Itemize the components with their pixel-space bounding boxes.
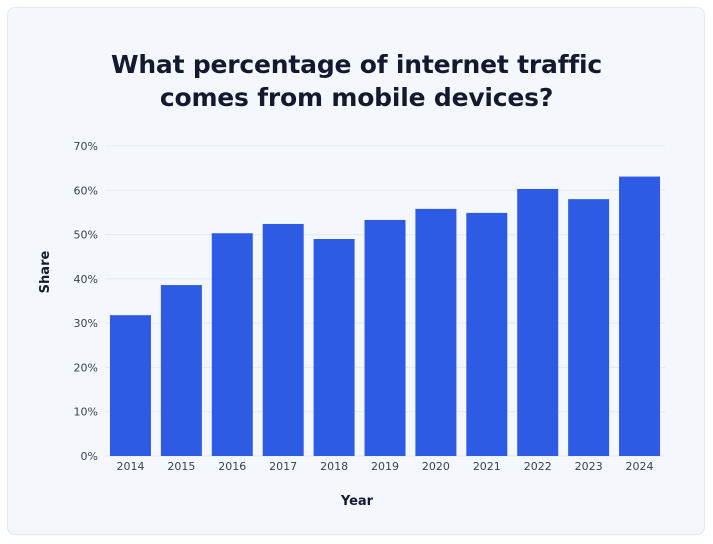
x-tick-label: 2021 [473,460,501,473]
x-tick-label: 2018 [320,460,348,473]
x-tick-label: 2015 [167,460,195,473]
y-axis-label: Share [38,251,53,294]
y-axis-ticks: 0% 10% 20% 30% 40% 50% 60% 70% [74,140,98,463]
bar-2017 [262,223,304,456]
bar-2024 [619,176,661,457]
bar-2023 [568,199,610,456]
bar-2021 [466,212,508,456]
y-tick-label: 60% [74,184,98,197]
x-tick-label: 2022 [524,460,552,473]
bar-2016 [211,233,253,456]
bar-2018 [313,239,355,456]
chart-title-line-2: comes from mobile devices? [159,83,554,112]
y-tick-label: 50% [74,229,98,242]
y-tick-label: 70% [74,140,98,153]
x-tick-label: 2017 [269,460,297,473]
x-axis-ticks: 2014 2015 2016 2017 2018 2019 2020 2021 2022 2023… [116,460,653,473]
bar-2022 [517,188,559,456]
y-tick-label: 0% [81,450,98,463]
x-axis-label: Year [340,494,374,509]
y-tick-label: 10% [74,406,98,419]
y-tick-label: 20% [74,361,98,374]
x-tick-label: 2019 [371,460,399,473]
x-tick-label: 2020 [422,460,450,473]
y-tick-label: 30% [74,317,98,330]
bar-2019 [364,219,406,456]
x-tick-label: 2024 [626,460,654,473]
x-tick-label: 2023 [575,460,603,473]
chart-title: What percentage of internet traffic come… [0,48,713,114]
y-tick-label: 40% [74,273,98,286]
x-tick-label: 2016 [218,460,246,473]
bars [109,176,661,457]
bar-2015 [160,285,202,456]
bar-2020 [415,208,457,456]
bar-2014 [109,315,151,456]
chart-title-line-1: What percentage of internet traffic [110,50,603,79]
x-tick-label: 2014 [116,460,144,473]
